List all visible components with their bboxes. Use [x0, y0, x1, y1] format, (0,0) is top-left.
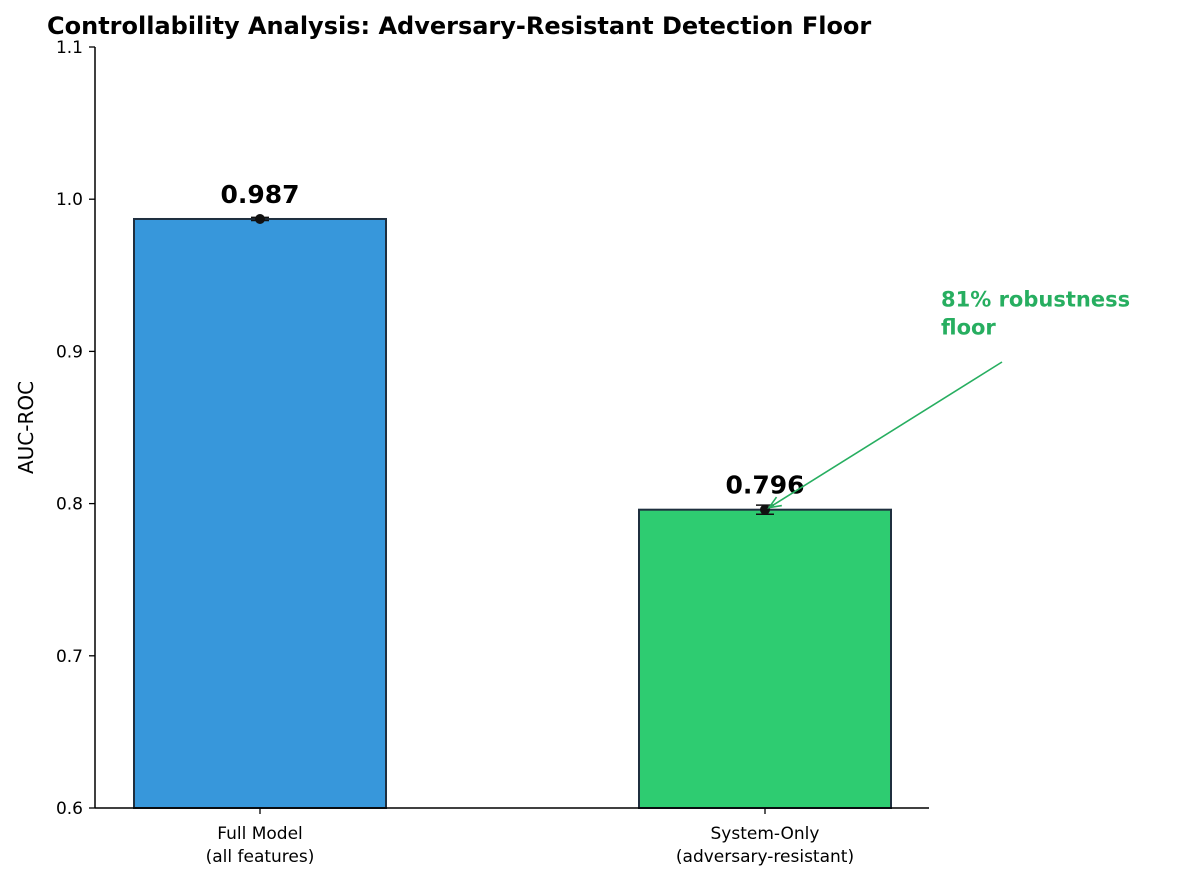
- annotation-group: 81% robustness floor: [767, 288, 1130, 509]
- mean-marker-2: [760, 504, 770, 515]
- y-tick-label-5: 1.0: [56, 190, 83, 210]
- annotation-text-line-1: 81% robustness: [941, 288, 1130, 312]
- y-tick-label-6: 1.1: [56, 38, 83, 58]
- chart-title: Controllability Analysis: Adversary-Resi…: [47, 12, 871, 40]
- y-tick-label-1: 0.6: [56, 799, 83, 819]
- y-tick-label-2: 0.7: [56, 647, 83, 667]
- annotation-arrow-line: [768, 361, 1003, 509]
- y-tick-label-4: 0.9: [56, 342, 83, 362]
- annotation-arrowhead: [767, 496, 782, 509]
- x-tick-label-1-line-1: Full Model: [217, 824, 303, 844]
- value-label-1: 0.987: [220, 180, 299, 209]
- annotation-text-line-2: floor: [941, 316, 996, 340]
- value-label-2: 0.796: [725, 471, 804, 500]
- bar-2: [638, 508, 892, 809]
- y-axis-label: AUC-ROC: [14, 381, 38, 474]
- y-tick-label-3: 0.8: [56, 495, 83, 515]
- bar-1: [133, 217, 387, 809]
- x-tick-label-2-line-1: System-Only: [711, 824, 820, 844]
- axes-group: Full Model (all features) System-Only (adve…: [14, 38, 929, 867]
- mean-marker-1: [255, 213, 265, 224]
- error-bars-group: [251, 213, 774, 516]
- x-tick-label-1-line-2: (all features): [206, 847, 315, 867]
- value-labels-group: 0.987 0.796: [220, 180, 804, 500]
- bars-group: [133, 217, 892, 809]
- x-tick-label-2-line-2: (adversary-resistant): [676, 847, 854, 867]
